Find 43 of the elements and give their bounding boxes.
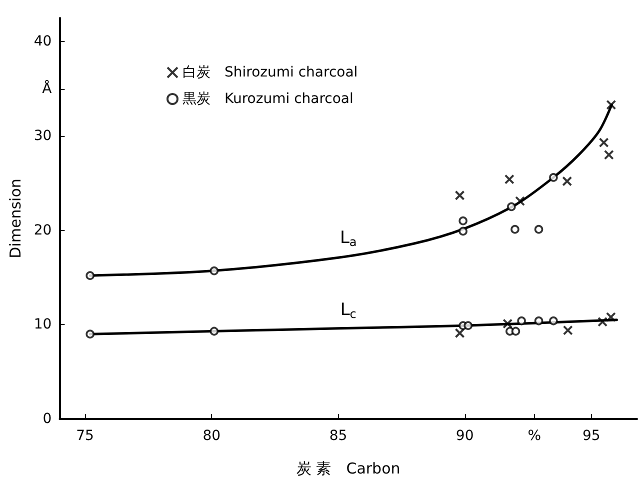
point bbox=[454, 328, 465, 338]
point bbox=[598, 316, 608, 327]
point bbox=[604, 150, 614, 160]
point bbox=[562, 325, 573, 336]
point bbox=[210, 326, 219, 336]
y-tick-label: 20 bbox=[34, 222, 52, 238]
point bbox=[458, 226, 468, 236]
point bbox=[515, 196, 526, 206]
x-tick-label: 90 bbox=[456, 428, 474, 444]
point bbox=[510, 224, 520, 234]
point bbox=[502, 318, 513, 329]
point bbox=[549, 173, 558, 182]
x-axis-title: 炭 素 Carbon bbox=[296, 460, 400, 478]
legend-label: 白炭 Shirozumi charcoal bbox=[182, 64, 358, 80]
point bbox=[534, 224, 544, 234]
point bbox=[464, 321, 473, 330]
point bbox=[549, 316, 558, 326]
point bbox=[598, 138, 609, 148]
point bbox=[534, 316, 544, 326]
point bbox=[606, 100, 616, 110]
point bbox=[507, 202, 516, 212]
point bbox=[606, 312, 616, 322]
point bbox=[86, 271, 94, 280]
legend-label: 黒炭 Kurozumi charcoal bbox=[182, 91, 354, 107]
y-tick-label: Å bbox=[42, 80, 52, 97]
point bbox=[210, 266, 219, 276]
x-tick-label: 75 bbox=[76, 428, 94, 444]
point bbox=[86, 330, 94, 338]
point bbox=[504, 174, 514, 184]
y-tick-label: 30 bbox=[34, 128, 52, 144]
x-tick-label: 85 bbox=[329, 428, 348, 444]
x-tick-label: % bbox=[528, 428, 542, 444]
point bbox=[517, 316, 526, 326]
point bbox=[562, 176, 572, 186]
x-tick-label: 95 bbox=[582, 428, 600, 444]
y-tick-label: 10 bbox=[34, 316, 52, 333]
point bbox=[511, 326, 520, 336]
x-tick-label: 80 bbox=[202, 428, 221, 444]
y-axis-title: Dimension bbox=[6, 178, 24, 258]
point bbox=[454, 190, 465, 200]
point bbox=[458, 216, 468, 226]
y-tick-label: 40 bbox=[34, 34, 52, 50]
y-tick-label: 0 bbox=[42, 411, 52, 427]
